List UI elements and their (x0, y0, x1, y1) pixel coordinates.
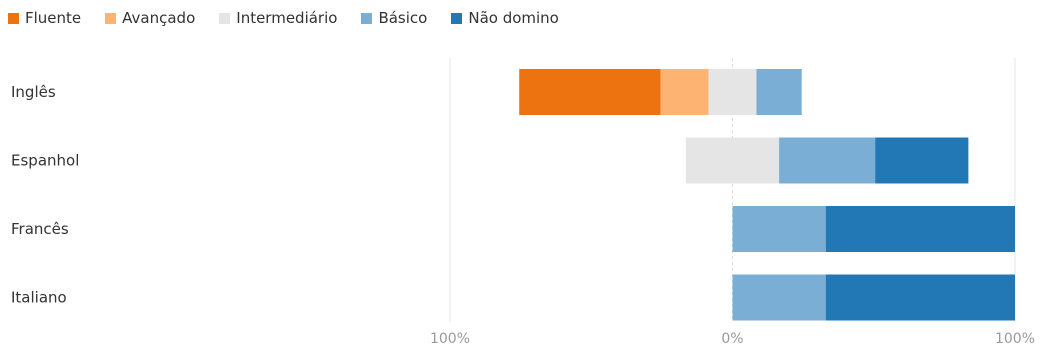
bar-segment (825, 206, 1015, 252)
category-label: Francês (11, 220, 69, 238)
legend-label: Não domino (468, 9, 559, 27)
legend-item[interactable]: Não domino (451, 9, 559, 27)
legend-label: Avançado (122, 9, 196, 27)
legend-swatch (105, 12, 117, 24)
bar-segment (756, 69, 802, 115)
x-tick-label: 100% (995, 331, 1035, 347)
category-label: Inglês (11, 83, 56, 101)
category-label: Espanhol (11, 152, 79, 170)
legend-item[interactable]: Fluente (8, 9, 81, 27)
bar-segment (779, 137, 876, 184)
legend-swatch (451, 12, 463, 24)
bar-segment (660, 69, 709, 115)
bar-segment (708, 69, 757, 115)
legend-swatch (361, 12, 373, 24)
legend-item[interactable]: Básico (361, 9, 427, 27)
x-tick-label: 0% (721, 331, 743, 347)
bar-segment (875, 137, 969, 184)
legend-label: Intermediário (236, 9, 338, 27)
legend-swatch (219, 12, 231, 24)
legend-label: Fluente (25, 9, 82, 27)
legend: Fluente Avançado Intermediário Básico Não do… (8, 8, 559, 28)
bar-segment (732, 274, 826, 321)
legend-swatch (8, 12, 19, 24)
bar-segment (519, 69, 661, 115)
bar-segment (825, 274, 1015, 321)
bar-segment (732, 206, 826, 252)
legend-item[interactable]: Avançado (105, 9, 195, 27)
legend-label: Básico (378, 9, 428, 27)
category-label: Italiano (11, 289, 67, 307)
legend-item[interactable]: Intermediário (219, 9, 337, 27)
x-tick-label: 100% (430, 331, 470, 347)
bar-segment (685, 137, 780, 184)
